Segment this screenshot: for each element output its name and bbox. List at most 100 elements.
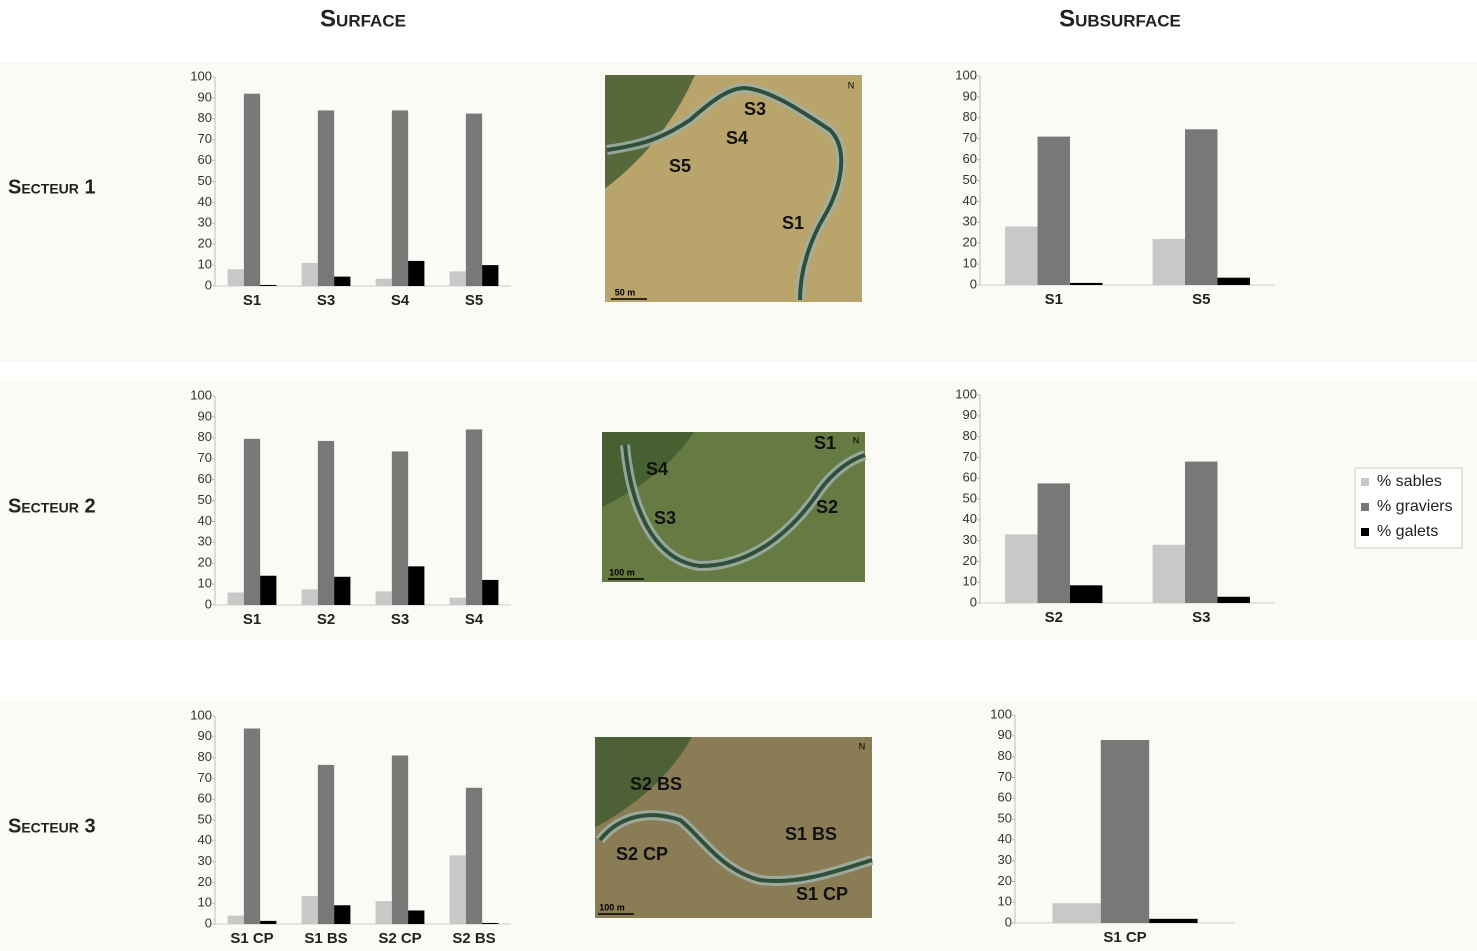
y-tick-label: 60 [198,152,212,167]
bar [1037,483,1070,603]
bar [1217,596,1250,603]
y-tick-label: 80 [963,428,977,443]
map-label: S5 [669,156,691,176]
y-tick-label: 30 [198,215,212,230]
y-tick-label: 30 [198,853,212,868]
x-tick-label: S3 [391,611,409,628]
bar [227,269,244,286]
bar [391,110,409,286]
bar [334,276,351,286]
sector-label: Secteur 3 [8,815,96,837]
y-tick-label: 0 [205,915,212,930]
bar [260,575,277,605]
y-tick-label: 70 [198,131,212,146]
y-tick-label: 60 [198,471,212,486]
y-tick-label: 40 [963,193,977,208]
bar [449,271,466,286]
x-tick-label: S3 [317,292,335,309]
bar [227,592,244,605]
y-tick-label: 80 [198,110,212,125]
bar [408,910,425,924]
bar [301,589,318,605]
bar [1069,282,1103,285]
y-tick-label: 90 [198,408,212,423]
bar [260,920,277,924]
y-tick-label: 60 [198,791,212,806]
legend-swatch [1361,503,1369,511]
y-tick-label: 0 [205,596,212,611]
y-tick-label: 10 [198,895,212,910]
y-tick-label: 100 [955,67,977,82]
y-tick-label: 90 [998,727,1012,742]
y-tick-label: 80 [998,748,1012,763]
y-tick-label: 40 [963,511,977,526]
bar [1069,585,1103,603]
y-tick-label: 50 [963,490,977,505]
y-tick-label: 20 [198,874,212,889]
y-tick-label: 70 [963,130,977,145]
bar [1185,461,1218,603]
bar [482,265,499,286]
bar [482,579,499,605]
legend-label: % sables [1377,473,1442,490]
x-tick-label: S2 BS [452,930,495,947]
north-label: N [859,741,866,751]
y-tick-label: 70 [963,449,977,464]
y-tick-label: 60 [998,790,1012,805]
y-tick-label: 20 [198,555,212,570]
y-tick-label: 60 [963,151,977,166]
y-tick-label: 80 [198,749,212,764]
y-tick-label: 100 [955,386,977,401]
map-label: S4 [726,128,748,148]
map-label: S2 CP [616,844,668,864]
y-tick-label: 60 [963,470,977,485]
bar [227,915,244,924]
bar [449,855,466,924]
y-tick-label: 0 [970,276,977,291]
y-tick-label: 90 [963,88,977,103]
bar [1005,534,1038,603]
map-label: S4 [646,459,668,479]
x-tick-label: S1 CP [230,930,273,947]
y-tick-label: 30 [198,534,212,549]
river-line [606,85,844,301]
bar [243,93,261,286]
x-tick-label: S1 BS [304,930,347,947]
y-tick-label: 40 [198,513,212,528]
bar [391,755,409,924]
y-tick-label: 100 [190,707,212,722]
bar [391,451,409,605]
map-label: S1 [782,213,804,233]
bar [465,787,483,924]
bar [260,284,277,286]
x-tick-label: S1 CP [1103,929,1146,946]
bar [408,260,425,286]
bar [1052,903,1101,923]
y-tick-label: 70 [198,770,212,785]
y-tick-label: 0 [205,277,212,292]
x-tick-label: S4 [465,611,484,628]
y-tick-label: 50 [998,810,1012,825]
north-label: N [853,435,860,445]
map-label: S1 CP [796,884,848,904]
y-tick-label: 20 [198,236,212,251]
y-tick-label: 90 [198,89,212,104]
bar [1217,277,1250,285]
y-tick-label: 0 [1005,914,1012,929]
bar [465,113,483,286]
forest [595,737,692,828]
y-tick-label: 50 [963,172,977,187]
bar [465,429,483,605]
y-tick-label: 30 [998,852,1012,867]
y-tick-label: 80 [198,429,212,444]
bar [317,440,335,605]
x-tick-label: S1 [243,292,261,309]
legend-swatch [1361,478,1369,486]
bar [375,591,392,605]
forest [605,75,695,189]
bar [449,597,466,605]
map-label: S1 [814,433,836,453]
river-line [598,813,873,883]
bar [375,901,392,924]
